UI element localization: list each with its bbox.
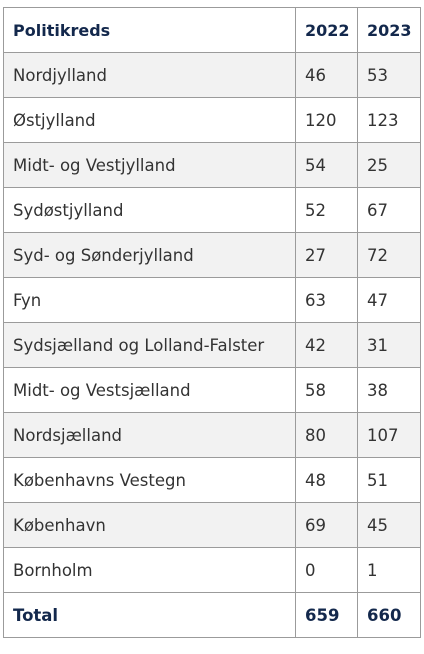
table-row: Syd- og Sønderjylland 27 72	[3, 232, 421, 278]
row-politikreds: Nordsjælland	[3, 412, 296, 458]
total-2023: 660	[357, 592, 421, 638]
total-label: Total	[3, 592, 296, 638]
table-row: Sydsjælland og Lolland-Falster 42 31	[3, 322, 421, 368]
header-politikreds: Politikreds	[3, 7, 296, 53]
table-row: Fyn 63 47	[3, 277, 421, 323]
header-2023: 2023	[357, 7, 421, 53]
row-value-2022: 80	[295, 412, 358, 458]
row-value-2023: 25	[357, 142, 421, 188]
table-body: Nordjylland 46 53 Østjylland 120 123 Midt- og …	[3, 52, 421, 593]
row-value-2023: 67	[357, 187, 421, 233]
row-value-2023: 53	[357, 52, 421, 98]
table-row: Sydøstjylland 52 67	[3, 187, 421, 233]
row-value-2022: 120	[295, 97, 358, 143]
row-value-2022: 58	[295, 367, 358, 413]
row-politikreds: København	[3, 502, 296, 548]
row-value-2023: 1	[357, 547, 421, 593]
row-politikreds: Nordjylland	[3, 52, 296, 98]
table-row: Midt- og Vestjylland 54 25	[3, 142, 421, 188]
header-2022: 2022	[295, 7, 358, 53]
row-value-2023: 123	[357, 97, 421, 143]
row-value-2023: 51	[357, 457, 421, 503]
row-value-2023: 38	[357, 367, 421, 413]
row-value-2023: 107	[357, 412, 421, 458]
table-row: København 69 45	[3, 502, 421, 548]
politikreds-table: Politikreds 2022 2023 Nordjylland 46 53 Øst…	[3, 7, 421, 638]
row-value-2022: 0	[295, 547, 358, 593]
row-value-2023: 47	[357, 277, 421, 323]
row-politikreds: Midt- og Vestjylland	[3, 142, 296, 188]
row-value-2023: 72	[357, 232, 421, 278]
table-row: Nordjylland 46 53	[3, 52, 421, 98]
table-row: Københavns Vestegn 48 51	[3, 457, 421, 503]
row-politikreds: Syd- og Sønderjylland	[3, 232, 296, 278]
row-value-2023: 31	[357, 322, 421, 368]
table-row: Østjylland 120 123	[3, 97, 421, 143]
table-row: Bornholm 0 1	[3, 547, 421, 593]
row-value-2022: 69	[295, 502, 358, 548]
row-politikreds: Østjylland	[3, 97, 296, 143]
row-value-2022: 27	[295, 232, 358, 278]
table-row: Midt- og Vestsjælland 58 38	[3, 367, 421, 413]
row-value-2022: 63	[295, 277, 358, 323]
row-value-2022: 46	[295, 52, 358, 98]
row-value-2022: 52	[295, 187, 358, 233]
table-header-row: Politikreds 2022 2023	[3, 7, 421, 53]
row-politikreds: Midt- og Vestsjælland	[3, 367, 296, 413]
row-politikreds: Fyn	[3, 277, 296, 323]
row-value-2022: 54	[295, 142, 358, 188]
table-total-row: Total 659 660	[3, 592, 421, 638]
row-value-2023: 45	[357, 502, 421, 548]
row-politikreds: Sydsjælland og Lolland-Falster	[3, 322, 296, 368]
row-value-2022: 48	[295, 457, 358, 503]
table-row: Nordsjælland 80 107	[3, 412, 421, 458]
total-2022: 659	[295, 592, 358, 638]
row-value-2022: 42	[295, 322, 358, 368]
row-politikreds: Bornholm	[3, 547, 296, 593]
row-politikreds: Sydøstjylland	[3, 187, 296, 233]
row-politikreds: Københavns Vestegn	[3, 457, 296, 503]
